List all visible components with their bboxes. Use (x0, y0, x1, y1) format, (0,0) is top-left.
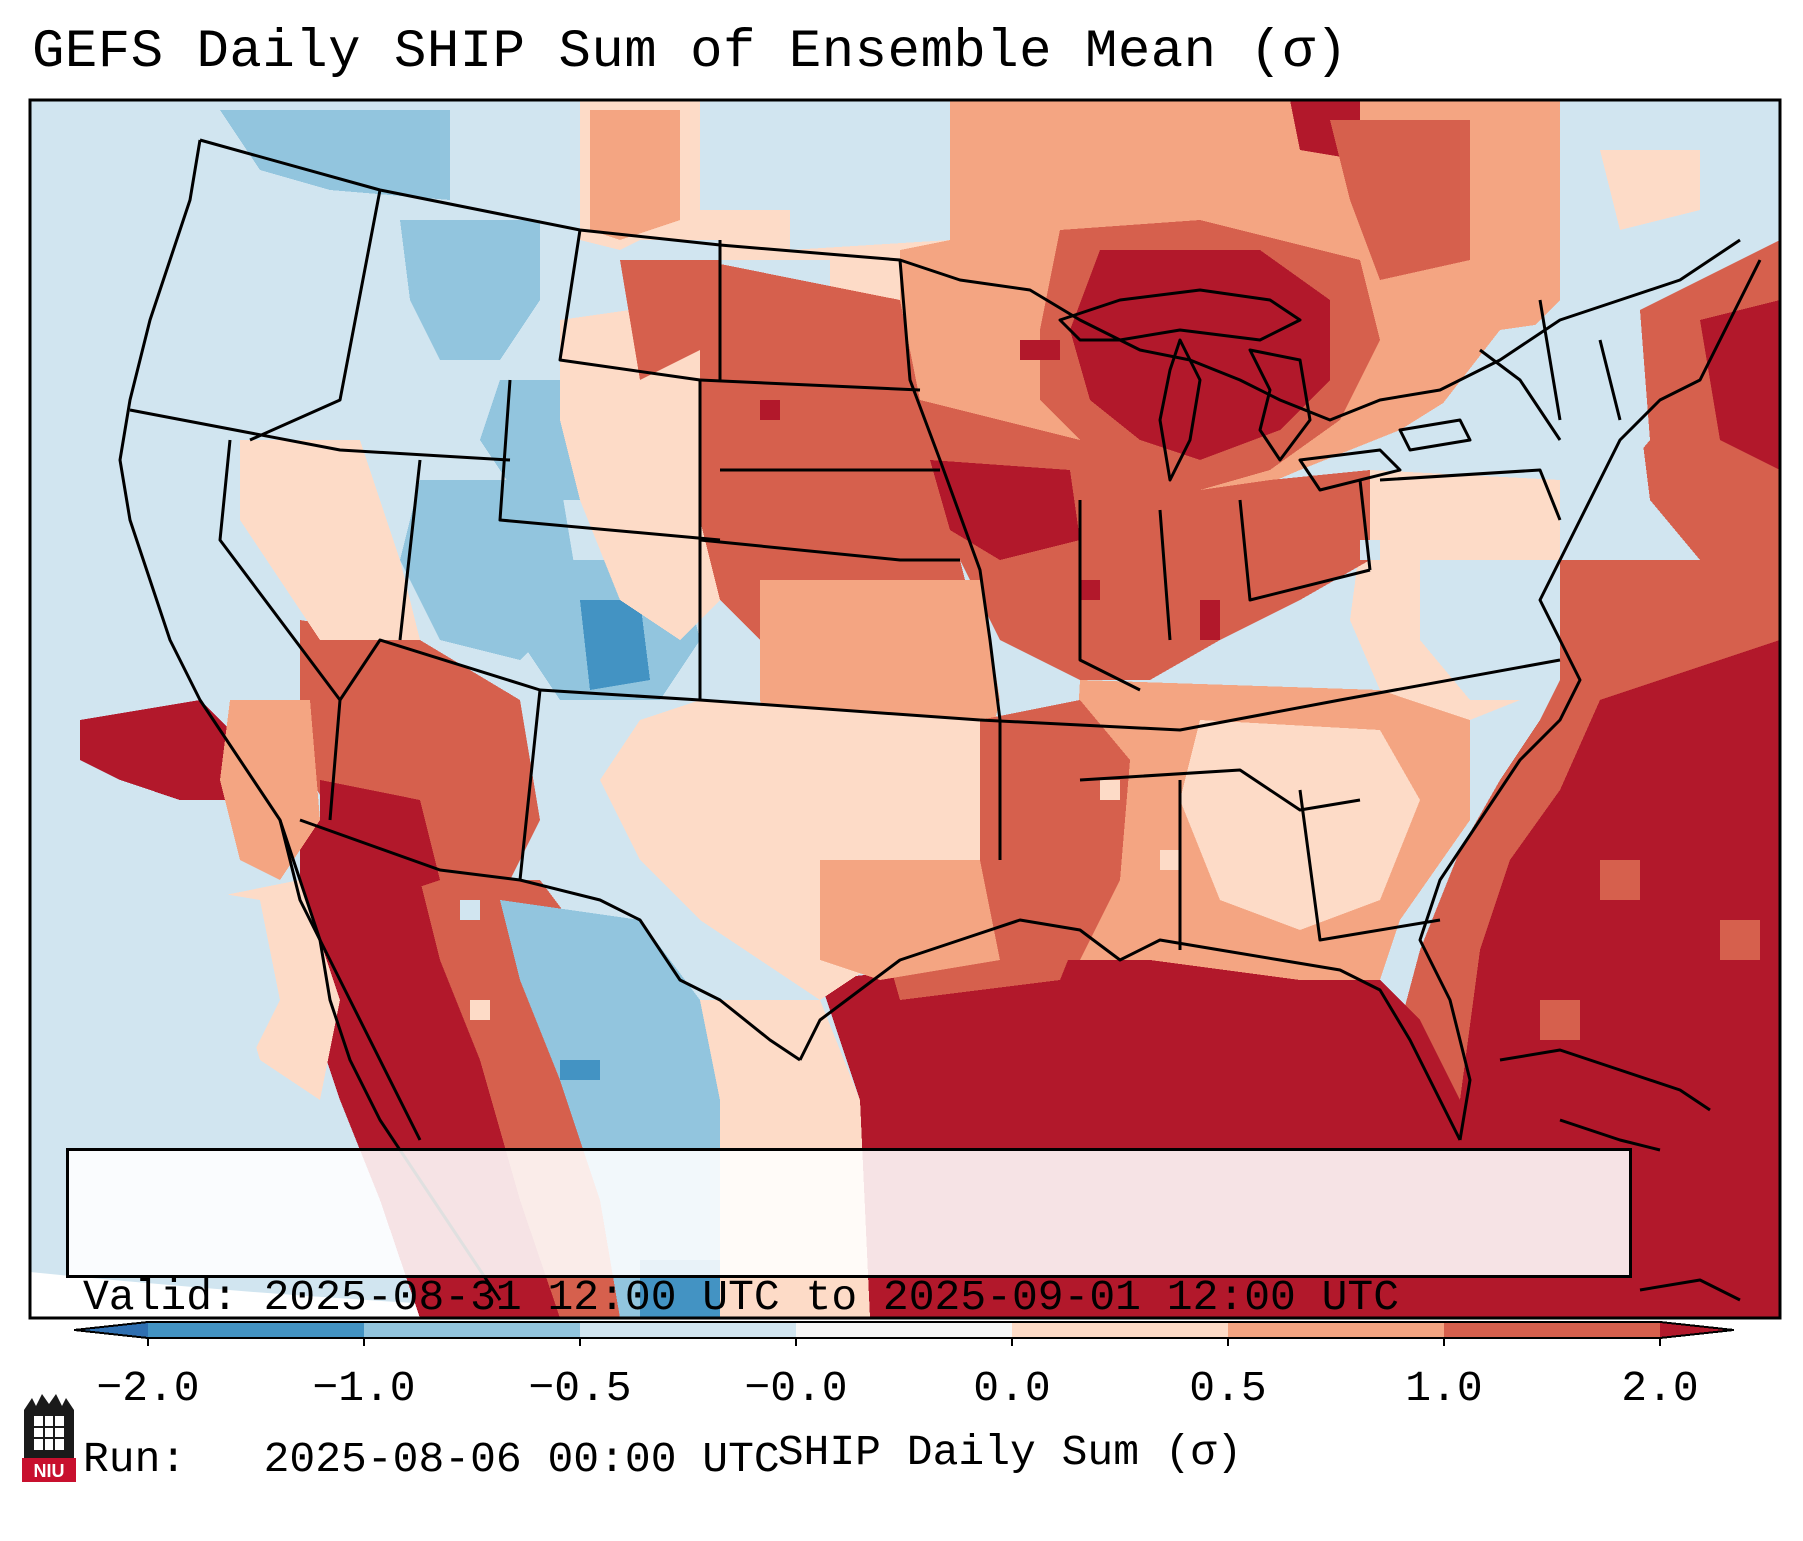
colorbar-bin-3 (580, 1322, 796, 1338)
colorbar-bin-2 (364, 1322, 580, 1338)
valid-time-line: Valid: 2025-08-31 12:00 UTC to 2025-09-0… (83, 1273, 1400, 1322)
colorbar-label: SHIP Daily Sum (σ) (777, 1428, 1243, 1477)
colorbar-extend-low (74, 1322, 148, 1338)
colorbar-tick-label: 0.5 (1189, 1364, 1267, 1413)
map-frame (28, 98, 1782, 1320)
svg-text:NIU: NIU (34, 1461, 65, 1481)
run-time-line: Run: 2025-08-06 00:00 UTC (83, 1435, 780, 1484)
colorbar-bin-6 (1228, 1322, 1444, 1338)
colorbar-extend-high (1660, 1322, 1734, 1338)
niu-logo: NIU (22, 1394, 76, 1482)
colorbar-bin-4 (796, 1322, 1012, 1338)
page-title: GEFS Daily SHIP Sum of Ensemble Mean (σ) (32, 22, 1349, 83)
colorbar-tick-label: −2.0 (96, 1364, 200, 1413)
borders (118, 138, 1762, 1302)
data-speckle (460, 340, 1760, 1080)
valid-run-box: Valid: 2025-08-31 12:00 UTC to 2025-09-0… (66, 1148, 1632, 1484)
colorbar-bin-1 (148, 1322, 364, 1338)
colorbar-bin-7 (1444, 1322, 1660, 1338)
colorbar-tick-label: 2.0 (1621, 1364, 1699, 1413)
colorbar-tick-label: 0.0 (973, 1364, 1051, 1413)
colorbar-tick-label: −1.0 (312, 1364, 416, 1413)
colorbar-tick-label: 1.0 (1405, 1364, 1483, 1413)
colorbar-ticks (147, 1338, 1661, 1346)
colorbar (73, 1321, 1735, 1346)
colorbar-tick-label: −0.0 (744, 1364, 848, 1413)
colorbar-bin-5 (1012, 1322, 1228, 1338)
colorbar-tick-label: −0.5 (528, 1364, 632, 1413)
